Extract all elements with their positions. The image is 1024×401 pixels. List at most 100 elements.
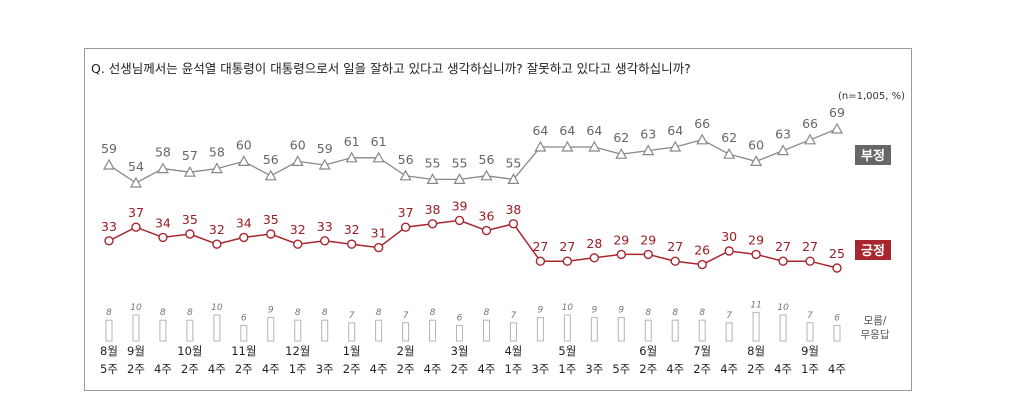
positive-point bbox=[104, 236, 114, 246]
negative-value-label: 55 bbox=[452, 155, 468, 170]
negative-value-label: 55 bbox=[425, 155, 441, 170]
unit-note: (n=1,005, %) bbox=[838, 91, 905, 102]
x-month-label: 3월 bbox=[451, 344, 469, 358]
positive-value-label: 26 bbox=[694, 243, 710, 258]
dontknow-bar bbox=[186, 319, 194, 342]
negative-point bbox=[669, 140, 682, 152]
chart-title: Q. 선생님께서는 윤석열 대통령이 대통령으로서 일을 잘하고 있다고 생각하… bbox=[91, 61, 691, 76]
dontknow-bar bbox=[671, 319, 679, 342]
x-week-label: 4주 bbox=[774, 362, 792, 376]
dontknow-value-label: 7 bbox=[403, 311, 409, 321]
negative-point bbox=[237, 155, 250, 167]
x-week-label: 2주 bbox=[693, 362, 711, 376]
positive-point bbox=[508, 219, 519, 229]
legend-negative: 부정 bbox=[855, 145, 891, 165]
positive-value-label: 27 bbox=[667, 239, 683, 254]
negative-point bbox=[830, 122, 844, 134]
x-month-label: 4월 bbox=[504, 344, 522, 358]
positive-point bbox=[643, 249, 653, 260]
dontknow-bar bbox=[536, 317, 544, 342]
x-week-label: 2주 bbox=[397, 362, 415, 376]
negative-value-label: 59 bbox=[317, 141, 333, 156]
negative-value-label: 56 bbox=[479, 152, 495, 167]
negative-point bbox=[561, 140, 574, 152]
x-month-label: 10월 bbox=[177, 344, 202, 358]
dontknow-bar bbox=[159, 319, 167, 342]
positive-point bbox=[266, 229, 276, 239]
negative-point bbox=[399, 169, 412, 181]
dontknow-value-label: 8 bbox=[645, 308, 651, 318]
negative-value-label: 63 bbox=[640, 127, 656, 142]
positive-value-label: 27 bbox=[775, 239, 791, 254]
negative-point bbox=[210, 162, 223, 174]
positive-value-label: 34 bbox=[236, 215, 252, 230]
x-week-label: 1주 bbox=[504, 362, 522, 376]
dontknow-bar bbox=[105, 319, 113, 342]
positive-point bbox=[293, 239, 303, 249]
negative-point bbox=[345, 151, 358, 163]
dontknow-bar bbox=[240, 324, 248, 342]
positive-point bbox=[400, 222, 411, 232]
negative-point bbox=[129, 176, 142, 188]
dontknow-bar bbox=[321, 319, 329, 342]
negative-point bbox=[372, 151, 385, 163]
negative-point bbox=[102, 158, 116, 170]
negative-value-label: 59 bbox=[101, 141, 117, 156]
dontknow-value-label: 9 bbox=[538, 306, 544, 316]
chart-svg: Q. 선생님께서는 윤석열 대통령이 대통령으로서 일을 잘하고 있다고 생각하… bbox=[91, 61, 905, 376]
negative-value-label: 64 bbox=[532, 123, 548, 138]
positive-value-label: 29 bbox=[613, 232, 629, 247]
dontknow-bar bbox=[590, 317, 598, 342]
negative-point bbox=[183, 165, 196, 177]
dontknow-value-label: 11 bbox=[750, 300, 761, 310]
legend-positive-box bbox=[855, 240, 891, 260]
x-week-label: 4주 bbox=[208, 362, 226, 376]
dontknow-value-label: 8 bbox=[322, 308, 328, 318]
negative-value-label: 60 bbox=[290, 137, 306, 152]
dontknow-value-label: 7 bbox=[349, 311, 355, 321]
positive-line bbox=[108, 219, 838, 269]
x-month-label: 9월 bbox=[801, 344, 819, 358]
dk-bars: 8 10 8 8 10 6 9 8 8 7 8 7 8 6 8 7 9 10 9 9 8 8 8 7 11 10 7 6 bbox=[105, 300, 841, 342]
negative-value-label: 64 bbox=[586, 123, 602, 138]
positive-value-label: 33 bbox=[317, 219, 333, 234]
dontknow-bar bbox=[482, 319, 490, 342]
positive-value-label: 34 bbox=[155, 215, 171, 230]
legend-negative-label: 부정 bbox=[861, 148, 885, 164]
dontknow-value-label: 8 bbox=[295, 308, 301, 318]
x-axis-labels: 8월 9월 10월 11월 12월 1월 2월 3월 4월 5월 6월 7월 8월 9월 5주 2주 4주 2주 4… bbox=[100, 344, 846, 376]
negative-value-label: 58 bbox=[155, 145, 171, 160]
x-month-label: 12월 bbox=[285, 344, 310, 358]
x-month-label: 8월 bbox=[100, 344, 118, 358]
positive-point bbox=[832, 263, 842, 273]
positive-value-label: 36 bbox=[479, 209, 495, 224]
negative-value-label: 54 bbox=[128, 159, 144, 174]
dontknow-bar bbox=[617, 317, 625, 342]
positive-value-label: 25 bbox=[829, 246, 845, 261]
x-week-label: 4주 bbox=[828, 362, 846, 376]
positive-value-label: 29 bbox=[640, 232, 656, 247]
positive-point bbox=[778, 256, 788, 266]
dontknow-value-label: 10 bbox=[777, 303, 789, 313]
negative-value-label: 64 bbox=[667, 123, 683, 138]
negative-value-label: 64 bbox=[559, 123, 575, 138]
positive-value-label: 28 bbox=[586, 236, 602, 251]
dontknow-value-label: 8 bbox=[106, 308, 112, 318]
positive-value-label: 38 bbox=[425, 202, 441, 217]
x-week-label: 4주 bbox=[720, 362, 738, 376]
x-month-label: 2월 bbox=[397, 344, 415, 358]
x-month-label: 5월 bbox=[558, 344, 576, 358]
chart-frame: Q. 선생님께서는 윤석열 대통령이 대통령으로서 일을 잘하고 있다고 생각하… bbox=[84, 48, 912, 391]
positive-value-label: 37 bbox=[128, 205, 144, 220]
dontknow-value-label: 8 bbox=[484, 308, 490, 318]
x-week-label: 2주 bbox=[343, 362, 361, 376]
dontknow-value-label: 8 bbox=[160, 308, 166, 318]
dontknow-bar bbox=[402, 322, 410, 342]
positive-point bbox=[535, 256, 546, 266]
x-month-label: 6월 bbox=[639, 344, 657, 358]
negative-value-label: 60 bbox=[748, 137, 764, 152]
dontknow-value-label: 9 bbox=[268, 306, 274, 316]
legend-dontknow-line2: 무응답 bbox=[861, 329, 890, 341]
x-week-label: 2주 bbox=[639, 362, 657, 376]
positive-value-label: 31 bbox=[371, 226, 387, 241]
